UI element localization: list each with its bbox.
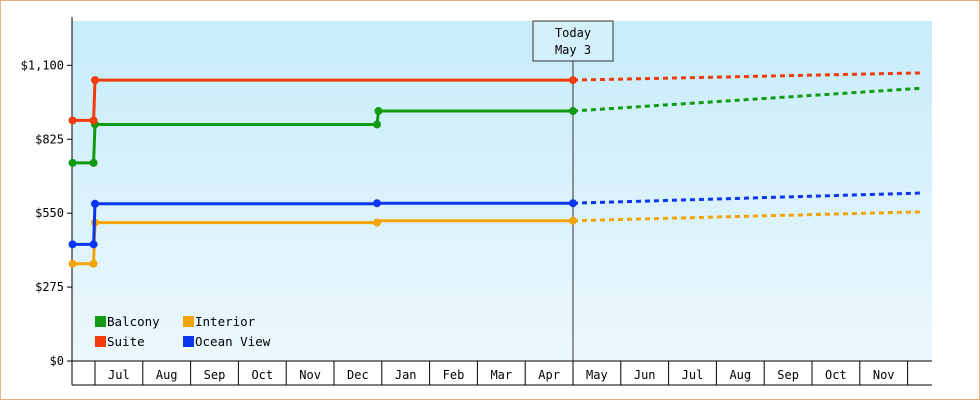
- suite-data-point: [91, 76, 99, 85]
- balcony-forecast-line: [572, 86, 922, 113]
- y-tick-label: $825: [35, 132, 64, 146]
- interior-data-point: [373, 218, 382, 227]
- legend-label-balcony: Balcony: [107, 314, 160, 329]
- today-label-box: [532, 20, 614, 62]
- x-tick-label: Dec: [347, 368, 369, 382]
- y-tick-label: $550: [35, 206, 64, 220]
- interior-data-point: [68, 259, 77, 268]
- suite-data-point: [569, 76, 577, 85]
- x-tick-label: Jun: [634, 368, 656, 382]
- balcony-data-point: [373, 120, 382, 129]
- legend-label-ocean-view: Ocean View: [195, 334, 271, 349]
- x-tick-label: May: [586, 368, 608, 382]
- balcony-data-point: [374, 107, 383, 116]
- legend-swatch-ocean-view: [183, 336, 194, 347]
- y-tick-label: $275: [35, 280, 64, 294]
- ocean-view-data-point: [373, 199, 382, 208]
- balcony-data-point: [569, 107, 577, 116]
- today-label-line1: Today: [555, 26, 591, 40]
- suite-data-point: [68, 116, 77, 125]
- ocean-view-data-point: [569, 199, 577, 208]
- suite-forecast-line: [572, 71, 922, 82]
- legend-label-interior: Interior: [195, 314, 256, 329]
- x-tick-label: Apr: [538, 368, 560, 382]
- ocean-view-forecast-line: [572, 191, 922, 205]
- suite-actual-line: [72, 78, 573, 122]
- x-tick-label: Nov: [873, 368, 895, 382]
- legend-swatch-balcony: [95, 316, 106, 327]
- ocean-view-data-point: [91, 199, 99, 208]
- x-tick-label: Aug: [729, 368, 751, 382]
- balcony-data-point: [68, 158, 77, 167]
- plot-area: [72, 21, 932, 361]
- x-tick-label: Sep: [777, 368, 799, 382]
- suite-data-point: [89, 116, 98, 125]
- legend-swatch-suite: [95, 336, 106, 347]
- y-tick-label: $1,100: [21, 58, 64, 72]
- interior-data-point: [569, 216, 577, 225]
- x-tick-label: Feb: [443, 368, 465, 382]
- ocean-view-data-point: [89, 240, 98, 249]
- x-tick-label: Jul: [682, 368, 704, 382]
- interior-data-point: [89, 259, 98, 268]
- today-label-line2: May 3: [555, 43, 591, 57]
- x-tick-label: Jan: [395, 368, 417, 382]
- x-tick-label: Mar: [490, 368, 512, 382]
- x-tick-label: Aug: [156, 368, 178, 382]
- x-tick-label: Sep: [204, 368, 226, 382]
- x-tick-label: Jul: [108, 368, 130, 382]
- balcony-data-point: [89, 158, 98, 167]
- x-tick-label: Nov: [299, 368, 321, 382]
- x-tick-label: Oct: [825, 368, 847, 382]
- interior-forecast-line: [572, 210, 922, 223]
- ocean-view-data-point: [68, 240, 77, 249]
- legend-swatch-interior: [183, 316, 194, 327]
- x-tick-label: Oct: [251, 368, 273, 382]
- y-tick-label: $0: [50, 354, 64, 368]
- legend-label-suite: Suite: [107, 334, 145, 349]
